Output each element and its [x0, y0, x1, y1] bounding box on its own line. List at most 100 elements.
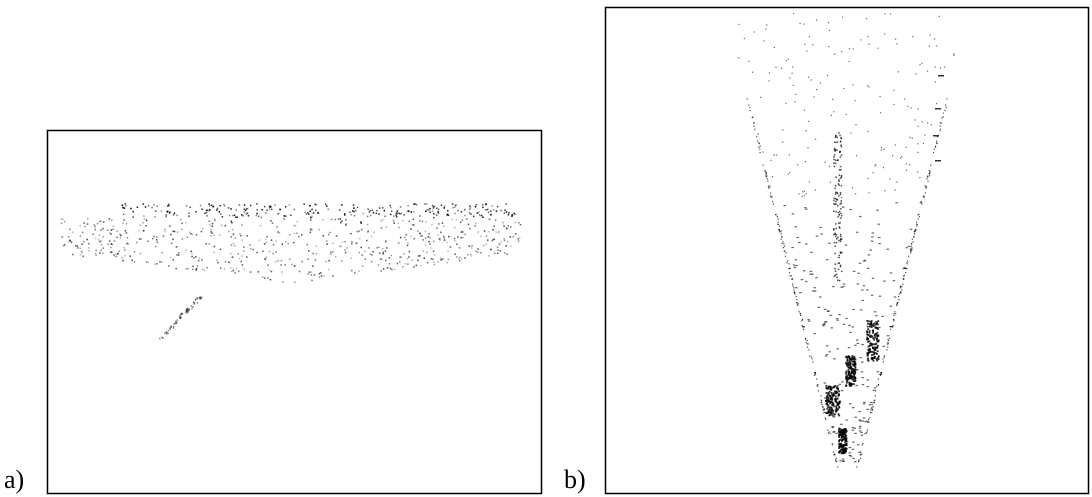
- point: [794, 226, 797, 228]
- point: [515, 233, 517, 235]
- point: [142, 221, 144, 224]
- point: [807, 319, 810, 321]
- point: [919, 202, 923, 204]
- point: [367, 230, 369, 232]
- point: [854, 344, 857, 346]
- point: [195, 211, 197, 213]
- point: [851, 326, 855, 328]
- point: [839, 227, 841, 229]
- point: [905, 247, 909, 249]
- point: [370, 214, 372, 217]
- point: [803, 326, 805, 328]
- point: [159, 337, 161, 340]
- point: [910, 249, 913, 251]
- point: [866, 358, 869, 361]
- point: [842, 323, 846, 325]
- point: [928, 169, 930, 172]
- point: [845, 384, 848, 387]
- point: [376, 247, 378, 249]
- point: [92, 233, 94, 235]
- point: [500, 241, 502, 244]
- point: [212, 205, 215, 208]
- point: [896, 181, 898, 183]
- point: [503, 225, 505, 227]
- point: [96, 222, 99, 225]
- point: [836, 199, 838, 201]
- point: [868, 192, 870, 194]
- point: [437, 211, 439, 213]
- point: [922, 142, 925, 145]
- point: [834, 136, 837, 138]
- point: [132, 210, 134, 213]
- point: [168, 203, 170, 205]
- point: [828, 411, 831, 414]
- point: [419, 235, 422, 238]
- point: [399, 236, 402, 239]
- point: [497, 249, 499, 251]
- point: [369, 209, 371, 212]
- point: [390, 206, 392, 209]
- point: [312, 252, 314, 255]
- point: [867, 353, 870, 355]
- point: [293, 208, 296, 211]
- point: [936, 136, 938, 138]
- point: [939, 125, 941, 127]
- point: [850, 132, 852, 134]
- point: [293, 241, 295, 244]
- point: [165, 214, 167, 216]
- point: [838, 439, 841, 442]
- point: [838, 433, 841, 436]
- point: [765, 175, 767, 177]
- point: [851, 448, 855, 450]
- point: [839, 460, 842, 462]
- point: [456, 256, 458, 258]
- point: [826, 74, 829, 76]
- point: [294, 265, 296, 267]
- point: [831, 397, 834, 400]
- point: [856, 283, 860, 285]
- point: [340, 245, 343, 248]
- point: [364, 258, 366, 260]
- point: [503, 239, 506, 242]
- point: [392, 220, 395, 222]
- point: [188, 309, 190, 311]
- point: [836, 460, 838, 463]
- point: [181, 222, 183, 225]
- point: [172, 230, 174, 232]
- point: [102, 221, 105, 223]
- point: [834, 267, 836, 270]
- point: [906, 263, 908, 265]
- point: [910, 242, 913, 245]
- point: [430, 247, 432, 249]
- point: [802, 326, 804, 328]
- point: [846, 361, 849, 364]
- point: [821, 404, 823, 406]
- point: [129, 255, 131, 257]
- point: [781, 242, 783, 245]
- point: [498, 243, 501, 245]
- point: [443, 237, 446, 239]
- point: [834, 413, 836, 416]
- point: [767, 186, 769, 188]
- point: [372, 251, 374, 253]
- point: [858, 451, 861, 453]
- point: [936, 143, 938, 145]
- point: [86, 223, 89, 225]
- point: [845, 317, 848, 320]
- point: [269, 269, 271, 272]
- point: [838, 445, 841, 448]
- point: [440, 204, 443, 206]
- point: [871, 408, 873, 410]
- point: [437, 234, 439, 236]
- point: [840, 169, 842, 171]
- point: [848, 60, 850, 63]
- point: [410, 235, 412, 238]
- point: [307, 212, 309, 214]
- point: [433, 263, 436, 266]
- point: [426, 251, 428, 254]
- point: [210, 234, 212, 237]
- point: [399, 213, 401, 215]
- point: [517, 238, 520, 240]
- point: [826, 398, 828, 401]
- point: [868, 86, 870, 88]
